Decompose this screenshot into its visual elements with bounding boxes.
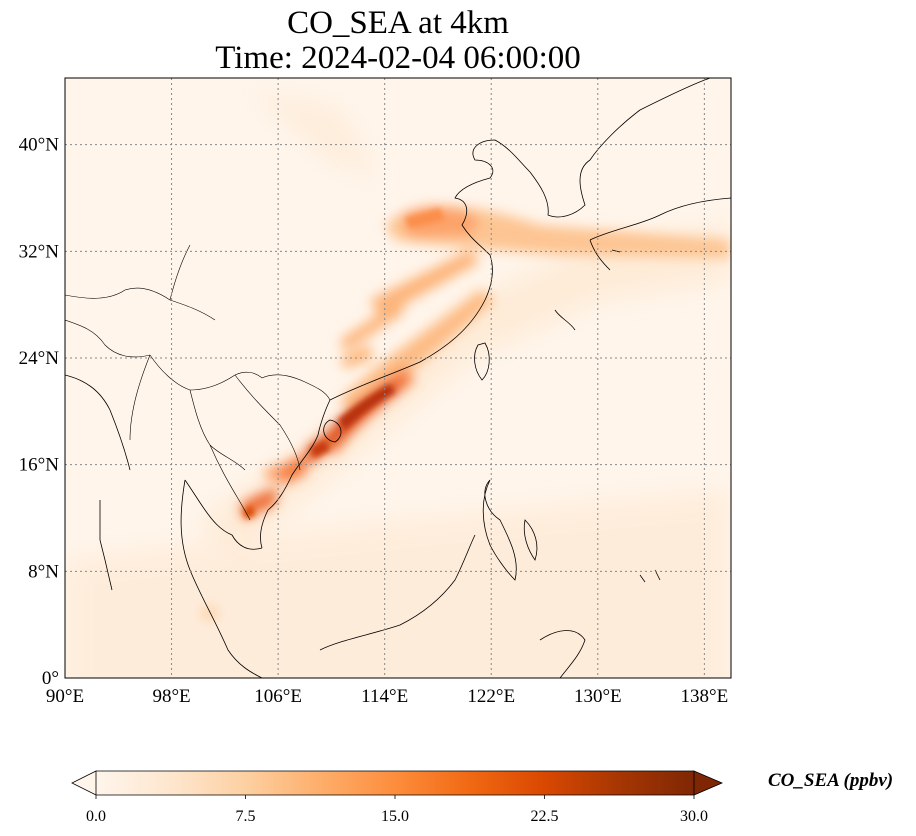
- colorbar-tick-label: 15.0: [381, 808, 409, 825]
- y-tick-label: 0°: [42, 668, 59, 689]
- colorbar-tick-label: 7.5: [236, 808, 256, 825]
- map-subtitle-time: Time: 2024-02-04 06:00:00: [215, 40, 581, 76]
- islands: [319, 342, 661, 678]
- coastlines: [65, 78, 731, 678]
- x-tick-label: 138°E: [681, 686, 729, 707]
- y-tick-label: 8°N: [28, 561, 59, 582]
- y-axis-tick-labels: 0° 8°N 16°N 24°N 32°N 40°N: [19, 135, 60, 689]
- x-tick-label: 90°E: [46, 686, 84, 707]
- x-tick-label: 122°E: [467, 686, 515, 707]
- gridlines: [65, 78, 731, 678]
- colorbar-max-extend-arrow: [693, 770, 724, 796]
- y-tick-label: 24°N: [19, 348, 60, 369]
- colorbar-tick-label: 0.0: [86, 808, 106, 825]
- colorbar-tick-label: 30.0: [680, 808, 708, 825]
- map-panel: [65, 78, 731, 678]
- colorbar-min-extend-arrow: [71, 770, 97, 796]
- x-tick-label: 130°E: [574, 686, 622, 707]
- map-title: CO_SEA at 4km: [287, 5, 509, 41]
- borders: [65, 244, 331, 521]
- y-tick-label: 32°N: [19, 241, 60, 262]
- colorbar-title: CO_SEA (ppbv): [768, 770, 894, 791]
- x-tick-label: 106°E: [254, 686, 302, 707]
- colorbar-gradient: [96, 771, 694, 795]
- colorbar: 0.0 7.5 15.0 22.5 30.0: [71, 770, 724, 825]
- x-tick-label: 98°E: [152, 686, 190, 707]
- map-frame: [64, 77, 732, 679]
- x-axis-tick-labels: 90°E 98°E 106°E 114°E 122°E 130°E 138°E: [46, 686, 728, 707]
- y-tick-label: 40°N: [19, 135, 60, 156]
- x-tick-label: 114°E: [361, 686, 408, 707]
- y-tick-label: 16°N: [19, 455, 60, 476]
- colorbar-tick-label: 22.5: [531, 808, 559, 825]
